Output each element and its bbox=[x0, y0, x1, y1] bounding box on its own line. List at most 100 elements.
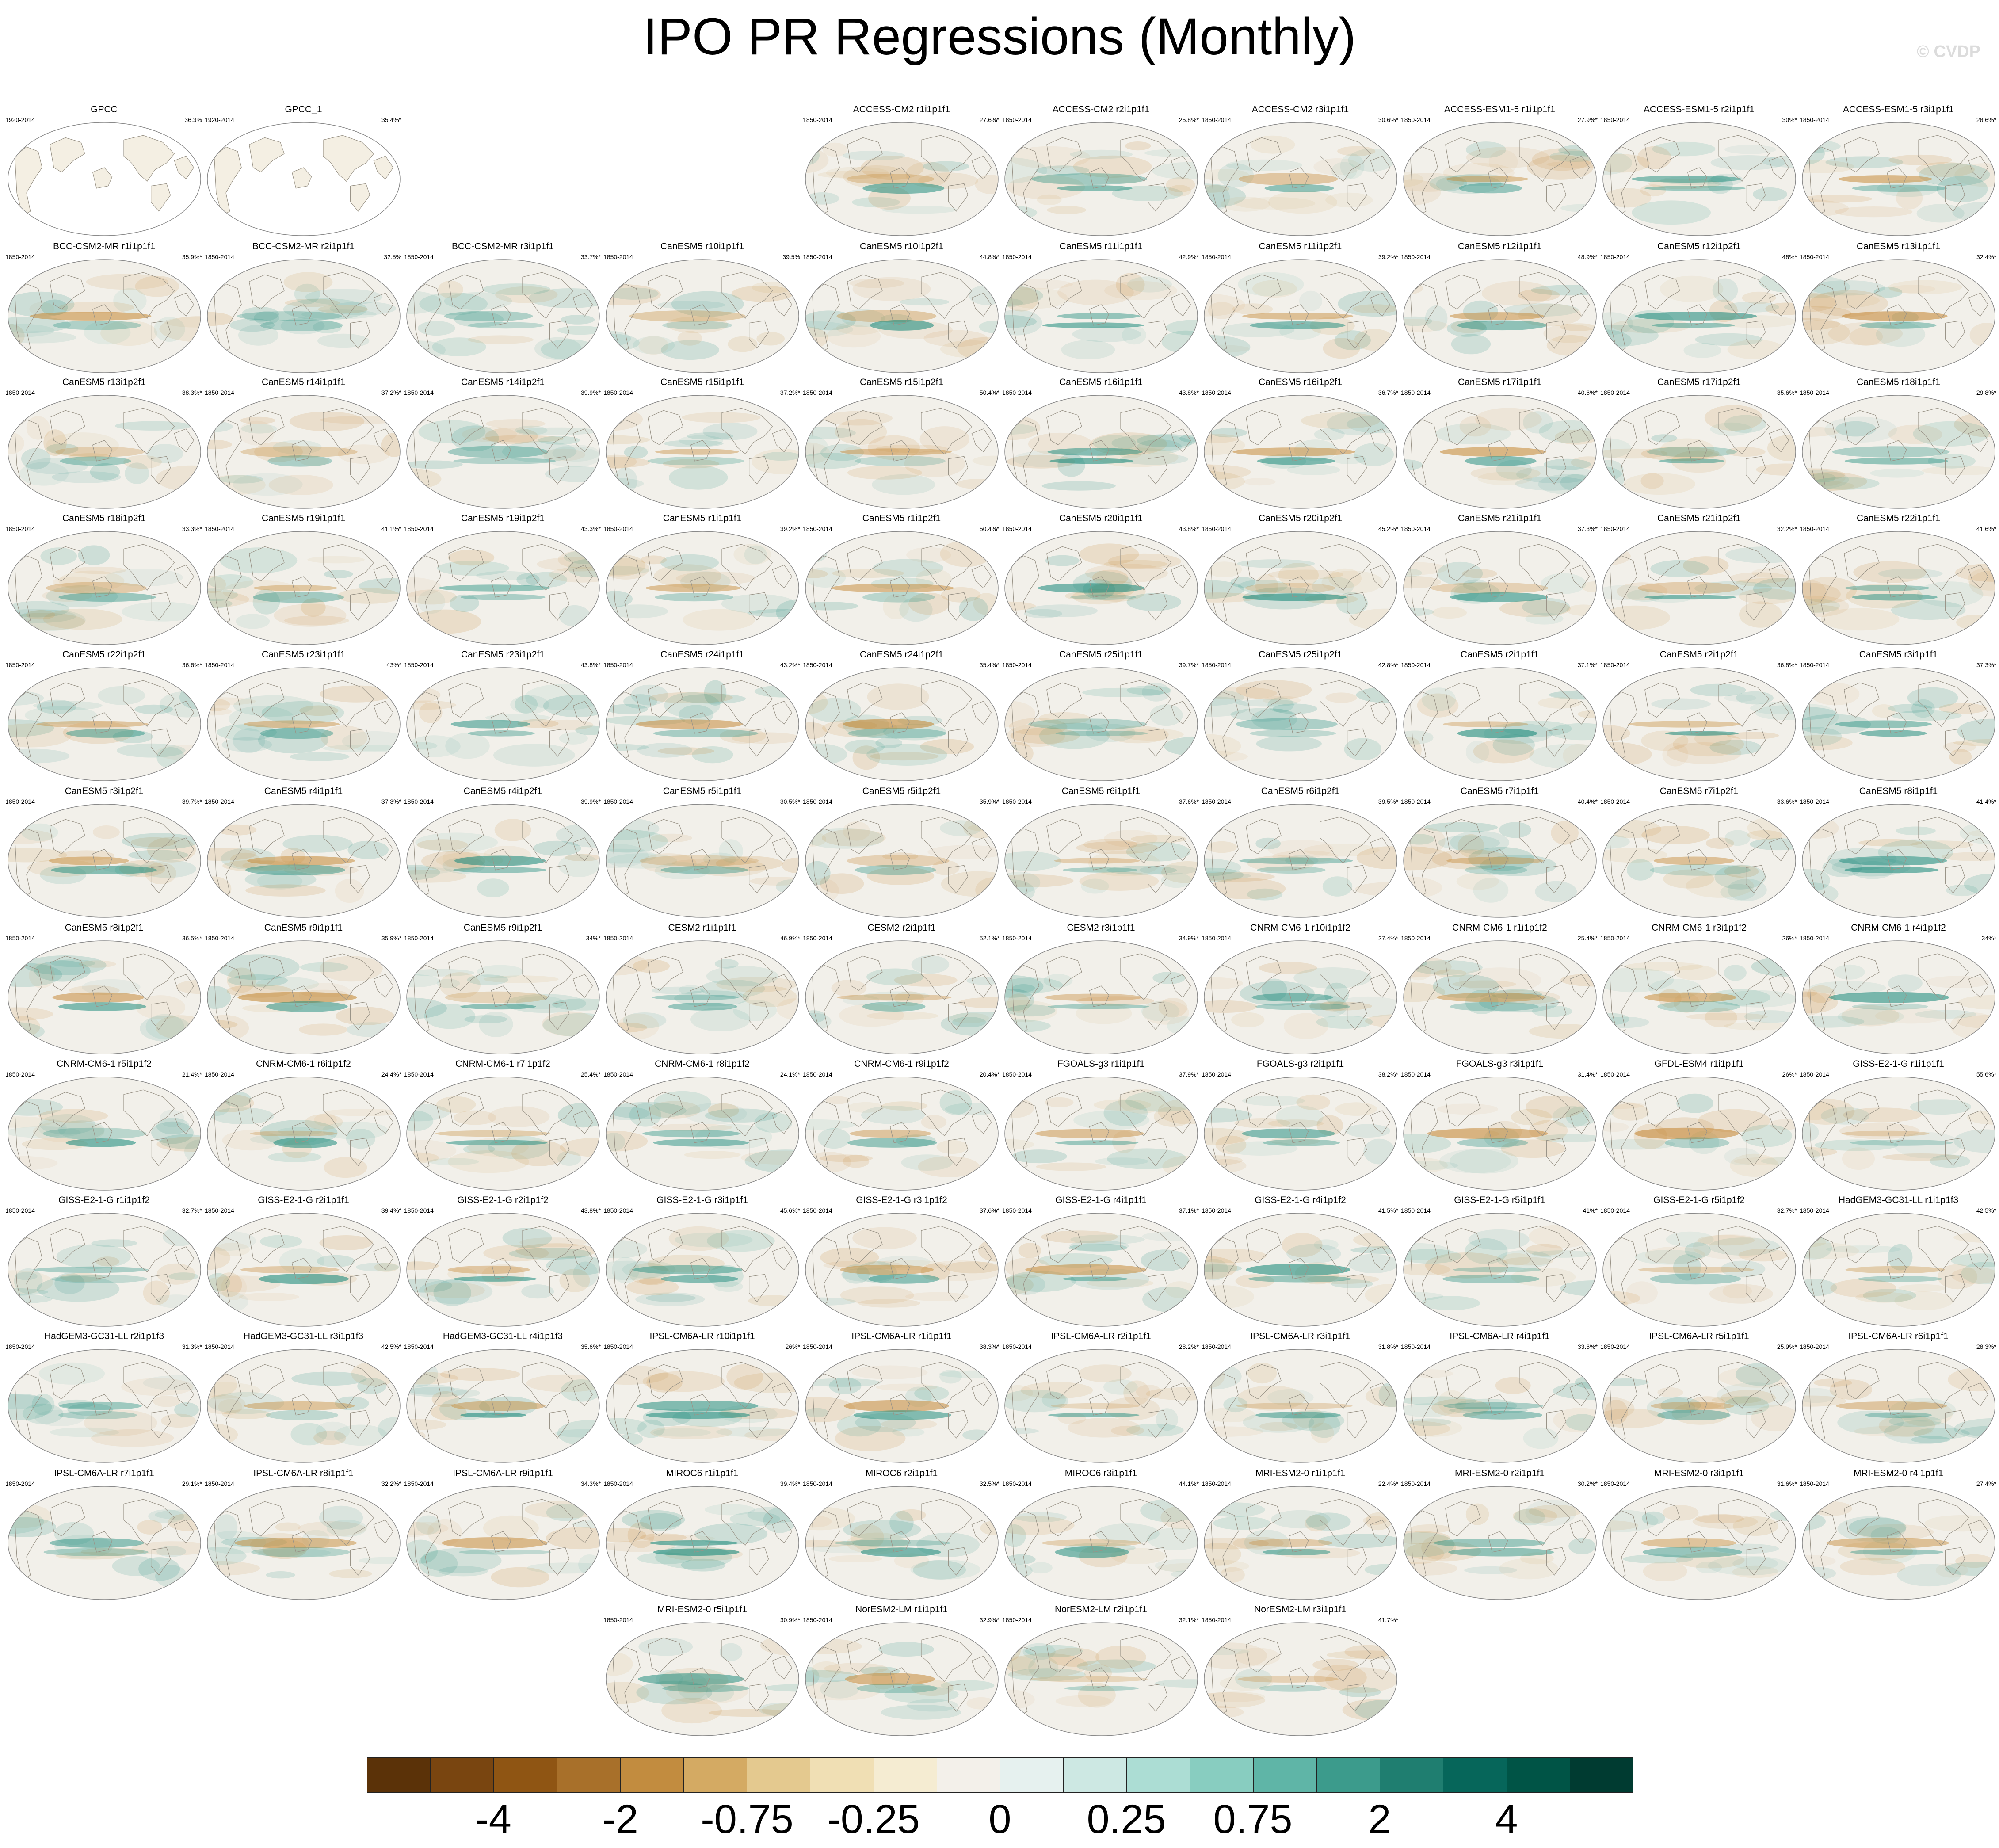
robinson-map bbox=[1403, 122, 1597, 236]
panel-title: CanESM5 r6i1p1f1 bbox=[1061, 786, 1141, 796]
map-panel: MRI-ESM2-0 r4i1p1f1 1850-2014 27.4%* bbox=[1799, 1468, 1998, 1603]
panel-period: 1850-2014 bbox=[404, 525, 434, 532]
colorbar-swatch bbox=[683, 1757, 748, 1793]
panel-title: CNRM-CM6-1 r7i1p1f2 bbox=[455, 1059, 550, 1069]
panel-title: CESM2 r1i1p1f1 bbox=[668, 923, 736, 933]
panel-variance-explained: 27.9%* bbox=[1577, 116, 1598, 123]
panel-variance-explained: 39.4%* bbox=[381, 1207, 401, 1214]
robinson-map bbox=[1403, 259, 1597, 373]
panel-title: CanESM5 r25i1p1f1 bbox=[1059, 649, 1143, 660]
colorbar-swatch bbox=[1190, 1757, 1254, 1793]
map-panel: GISS-E2-1-G r1i1p1f2 1850-2014 32.7%* bbox=[4, 1195, 204, 1329]
robinson-map bbox=[1802, 531, 1995, 645]
robinson-map bbox=[1204, 531, 1397, 645]
panel-period: 1850-2014 bbox=[404, 935, 434, 942]
map-panel: CanESM5 r25i1p1f1 1850-2014 39.7%* bbox=[1001, 649, 1201, 784]
panel-title: IPSL-CM6A-LR r10i1p1f1 bbox=[649, 1331, 755, 1341]
panel-variance-explained: 37.3%* bbox=[381, 798, 401, 805]
panel-title: CanESM5 r3i1p1f1 bbox=[1859, 649, 1938, 660]
robinson-map bbox=[406, 1213, 600, 1327]
panel-variance-explained: 38.3%* bbox=[979, 1343, 1000, 1350]
map-panel: CanESM5 r13i1p2f1 1850-2014 38.3%* bbox=[4, 377, 204, 512]
colorbar-swatch bbox=[810, 1757, 874, 1793]
map-panel: CanESM5 r21i1p2f1 1850-2014 32.2%* bbox=[1599, 513, 1799, 648]
panel-variance-explained: 35.6%* bbox=[580, 1343, 601, 1350]
map-panel: BCC-CSM2-MR r3i1p1f1 1850-2014 33.7%* bbox=[403, 241, 603, 376]
panel-period: 1850-2014 bbox=[1002, 116, 1032, 123]
panel-period: 1850-2014 bbox=[1401, 253, 1431, 260]
map-panel: MRI-ESM2-0 r3i1p1f1 1850-2014 31.6%* bbox=[1599, 1468, 1799, 1603]
panel-variance-explained: 45.2%* bbox=[1378, 525, 1398, 532]
robinson-map bbox=[805, 531, 999, 645]
robinson-map bbox=[1403, 1213, 1597, 1327]
panel-period: 1850-2014 bbox=[1202, 1480, 1231, 1487]
panel-period: 1850-2014 bbox=[1002, 1071, 1032, 1078]
robinson-map bbox=[1802, 1349, 1995, 1463]
panel-title: IPSL-CM6A-LR r5i1p1f1 bbox=[1649, 1331, 1749, 1341]
panel-period: 1850-2014 bbox=[603, 525, 633, 532]
robinson-map bbox=[606, 804, 799, 918]
robinson-map bbox=[1602, 1486, 1796, 1600]
colorbar-labels: -4 -2 -0.75 -0.25 0 0.25 0.75 2 4 bbox=[0, 1795, 1999, 1844]
map-panel: IPSL-CM6A-LR r2i1p1f1 1850-2014 28.2%* bbox=[1001, 1331, 1201, 1466]
map-panel: CanESM5 r10i1p2f1 1850-2014 44.8%* bbox=[802, 241, 1001, 376]
panel-title: CESM2 r2i1p1f1 bbox=[867, 923, 936, 933]
map-panel: MRI-ESM2-0 r1i1p1f1 1850-2014 22.4%* bbox=[1201, 1468, 1400, 1603]
map-panel: CanESM5 r16i1p1f1 1850-2014 43.8%* bbox=[1001, 377, 1201, 512]
panel-variance-explained: 39.7%* bbox=[1179, 661, 1199, 668]
panel-period: 1850-2014 bbox=[603, 1071, 633, 1078]
colorbar-swatch bbox=[747, 1757, 811, 1793]
panel-period: 1850-2014 bbox=[404, 1071, 434, 1078]
map-panel: CanESM5 r5i1p1f1 1850-2014 30.5%* bbox=[603, 786, 802, 920]
panel-period: 1850-2014 bbox=[205, 1480, 234, 1487]
robinson-map bbox=[1204, 1486, 1397, 1600]
robinson-map bbox=[1004, 122, 1198, 236]
panel-variance-explained: 42.8%* bbox=[1378, 661, 1398, 668]
panel-variance-explained: 35.6%* bbox=[1777, 389, 1797, 396]
robinson-map bbox=[1802, 667, 1995, 781]
map-panel: CESM2 r2i1p1f1 1850-2014 52.1%* bbox=[802, 922, 1001, 1057]
panel-variance-explained: 32.2%* bbox=[1777, 525, 1797, 532]
map-panel: CNRM-CM6-1 r6i1p1f2 1850-2014 24.4%* bbox=[204, 1058, 403, 1193]
panel-period: 1850-2014 bbox=[404, 661, 434, 668]
panel-title: MRI-ESM2-0 r2i1p1f1 bbox=[1454, 1468, 1545, 1478]
panel-variance-explained: 38.2%* bbox=[1378, 1071, 1398, 1078]
panel-title: IPSL-CM6A-LR r3i1p1f1 bbox=[1250, 1331, 1350, 1341]
panel-period: 1850-2014 bbox=[1002, 389, 1032, 396]
panel-period: 1850-2014 bbox=[803, 116, 832, 123]
colorbar-swatch bbox=[1316, 1757, 1381, 1793]
map-panel: ACCESS-CM2 r3i1p1f1 1850-2014 30.6%* bbox=[1201, 104, 1400, 239]
robinson-map bbox=[207, 395, 401, 509]
map-panel: CanESM5 r7i1p2f1 1850-2014 33.6%* bbox=[1599, 786, 1799, 920]
panel-variance-explained: 29.1%* bbox=[182, 1480, 202, 1487]
panel-variance-explained: 30.2%* bbox=[1577, 1480, 1598, 1487]
panel-period: 1850-2014 bbox=[1401, 116, 1431, 123]
panel-title: CanESM5 r24i1p1f1 bbox=[660, 649, 744, 660]
panel-variance-explained: 33.3%* bbox=[182, 525, 202, 532]
panel-variance-explained: 27.6%* bbox=[979, 116, 1000, 123]
map-panel: IPSL-CM6A-LR r7i1p1f1 1850-2014 29.1%* bbox=[4, 1468, 204, 1603]
panel-period: 1850-2014 bbox=[1002, 1343, 1032, 1350]
panel-variance-explained: 40.6%* bbox=[1577, 389, 1598, 396]
map-panel: MRI-ESM2-0 r2i1p1f1 1850-2014 30.2%* bbox=[1400, 1468, 1599, 1603]
panel-title: CanESM5 r8i1p1f1 bbox=[1859, 786, 1938, 796]
map-panel: CanESM5 r3i1p2f1 1850-2014 39.7%* bbox=[4, 786, 204, 920]
panel-period: 1850-2014 bbox=[1800, 1207, 1829, 1214]
panel-title: CanESM5 r24i1p2f1 bbox=[859, 649, 944, 660]
colorbar-swatch bbox=[1126, 1757, 1190, 1793]
panel-title: CanESM5 r18i1p2f1 bbox=[62, 513, 146, 523]
map-panel: IPSL-CM6A-LR r10i1p1f1 1850-2014 26%* bbox=[603, 1331, 802, 1466]
panel-title: CanESM5 r14i1p1f1 bbox=[261, 377, 346, 387]
panel-variance-explained: 30%* bbox=[1782, 116, 1797, 123]
robinson-map bbox=[8, 395, 201, 509]
map-panel: GISS-E2-1-G r5i1p1f2 1850-2014 32.7%* bbox=[1599, 1195, 1799, 1329]
robinson-map bbox=[1802, 804, 1995, 918]
colorbar bbox=[367, 1757, 1633, 1794]
robinson-map bbox=[207, 667, 401, 781]
map-panel: CanESM5 r10i1p1f1 1850-2014 39.5% bbox=[603, 241, 802, 376]
robinson-map bbox=[1004, 1486, 1198, 1600]
robinson-map bbox=[606, 1486, 799, 1600]
robinson-map bbox=[8, 1077, 201, 1191]
robinson-map bbox=[1602, 940, 1796, 1054]
robinson-map bbox=[1004, 667, 1198, 781]
